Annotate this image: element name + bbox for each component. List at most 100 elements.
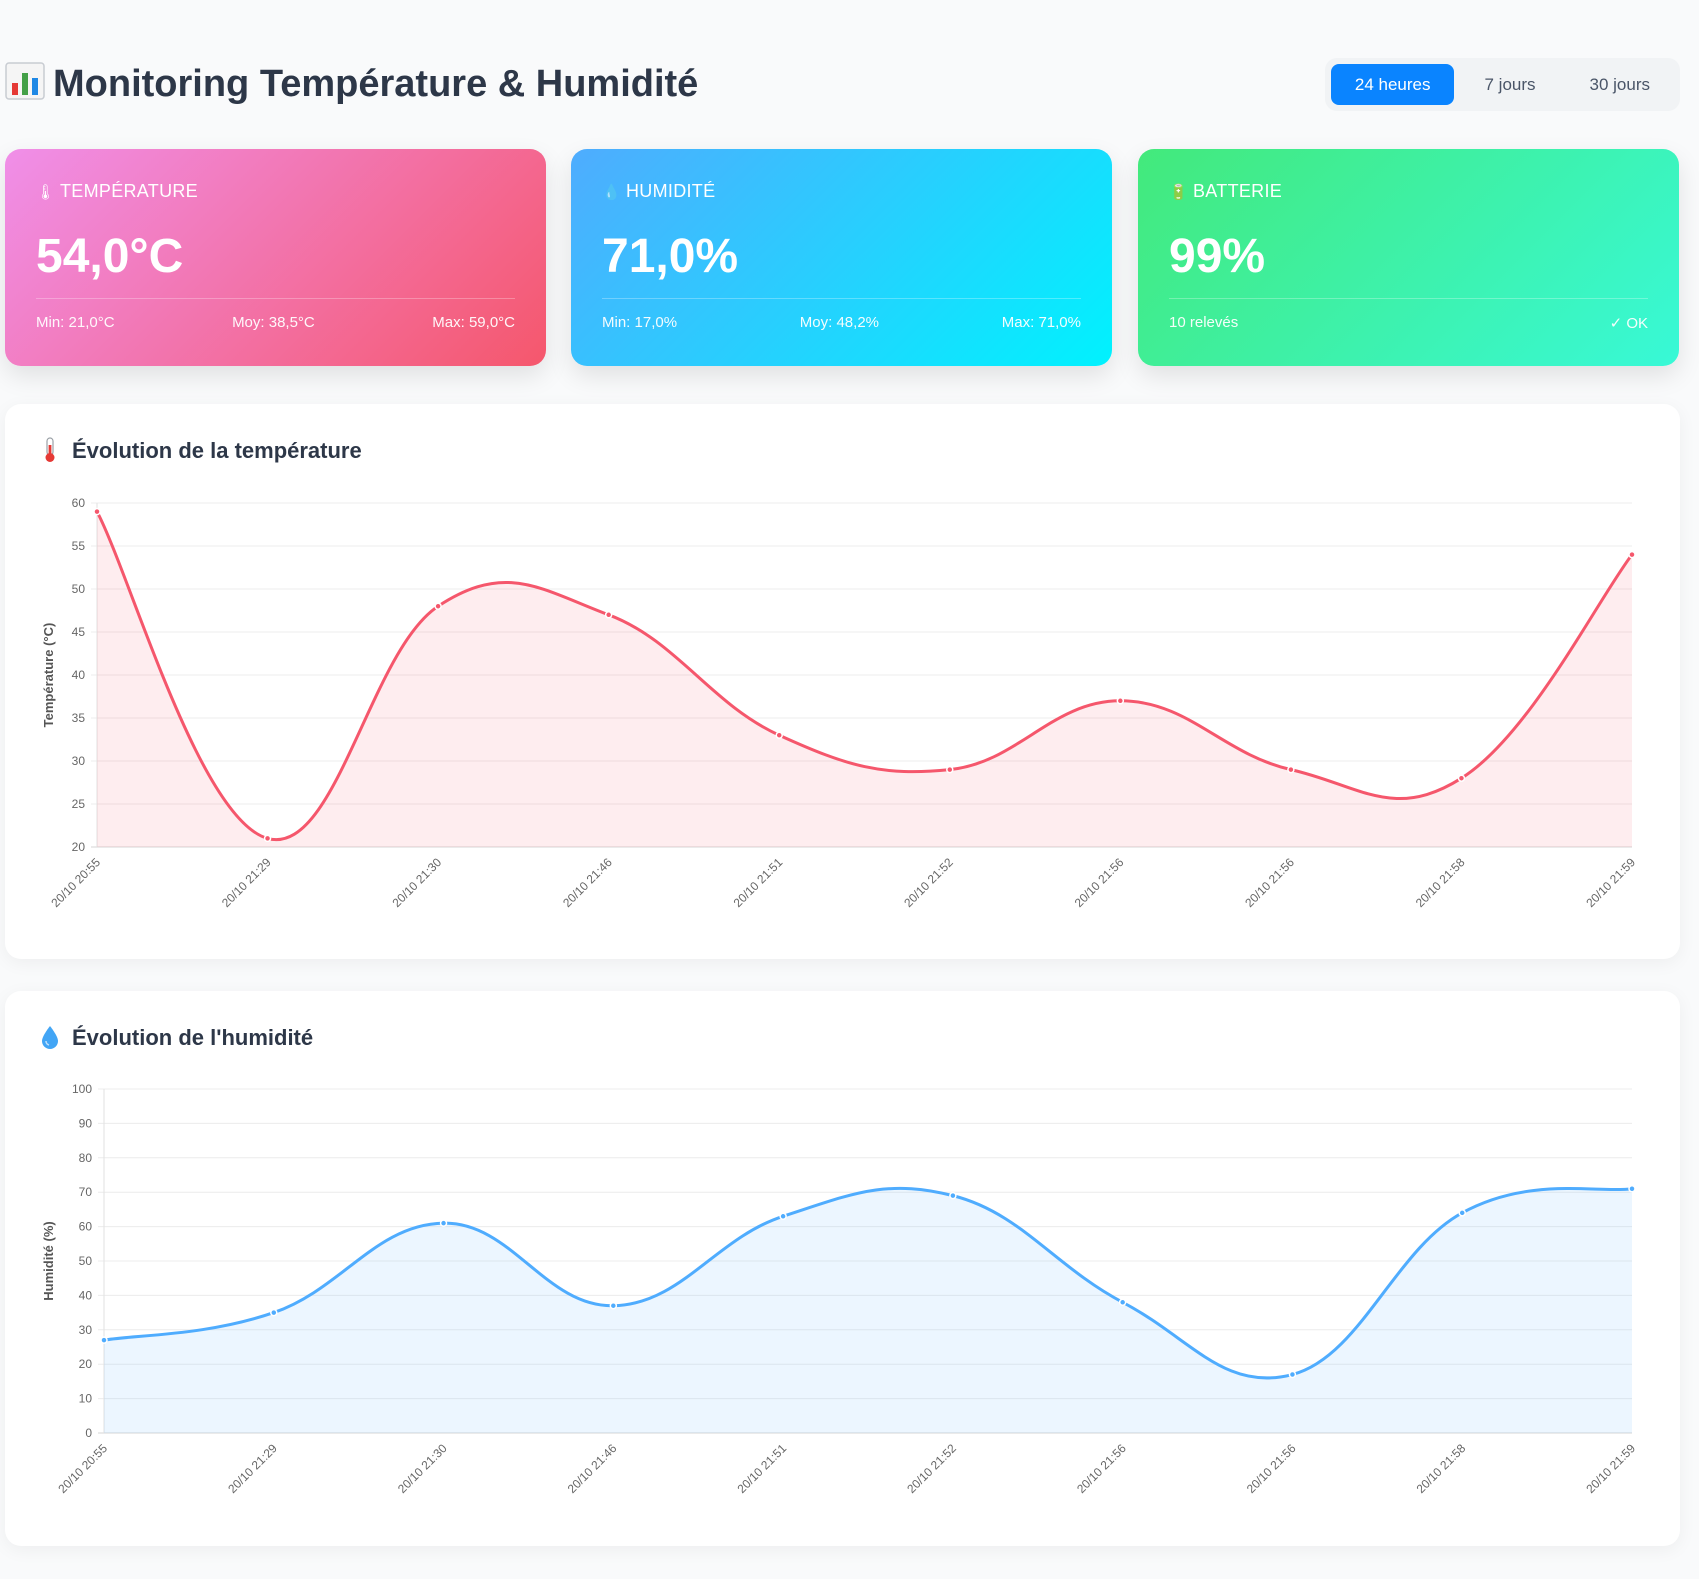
battery-card: 🔋 BATTERIE 99% 10 relevés ✓ OK: [1138, 149, 1679, 366]
temperature-chart-title-text: Évolution de la température: [72, 438, 362, 463]
page-title: Monitoring Température & Humidité: [5, 61, 698, 106]
y-tick-label: 40: [79, 1288, 93, 1302]
y-tick-label: 45: [72, 625, 86, 639]
humidity-max: Max: 71,0%: [1001, 314, 1081, 331]
data-point[interactable]: [779, 1212, 787, 1221]
y-tick-label: 100: [72, 1082, 92, 1096]
temperature-max: Max: 59,0°C: [432, 314, 515, 331]
y-tick-label: 55: [72, 539, 86, 553]
humidity-value: 71,0%: [602, 230, 739, 283]
temperature-card: 🌡 TEMPÉRATURE 54,0°C Min: 21,0°C Moy: 38,…: [5, 149, 546, 366]
y-tick-label: 50: [72, 582, 86, 596]
data-point[interactable]: [93, 507, 101, 516]
y-tick-label: 0: [85, 1426, 92, 1440]
data-point[interactable]: [775, 731, 783, 739]
bar-chart-icon: [5, 62, 45, 100]
x-tick-label: 20/10 21:56: [1074, 1441, 1129, 1496]
thermometer-icon: [45, 437, 55, 462]
range-24h-button[interactable]: 24 heures: [1330, 64, 1455, 105]
x-tick-label: 20/10 21:46: [565, 1441, 620, 1496]
data-point[interactable]: [1288, 1370, 1297, 1379]
temperature-min: Min: 21,0°C: [36, 314, 115, 331]
humidity-min: Min: 17,0%: [602, 314, 678, 331]
x-tick-label: 20/10 21:29: [219, 855, 274, 910]
data-point[interactable]: [1457, 774, 1466, 782]
temperature-card-label: TEMPÉRATURE: [60, 181, 198, 201]
data-point[interactable]: [434, 602, 442, 610]
data-point[interactable]: [270, 1308, 278, 1317]
page-title-text: Monitoring Température & Humidité: [53, 63, 699, 105]
x-tick-label: 20/10 21:51: [734, 1441, 789, 1496]
range-7d-button[interactable]: 7 jours: [1460, 64, 1559, 105]
y-tick-label: 50: [79, 1254, 93, 1268]
data-point[interactable]: [604, 611, 613, 619]
humidity-card-label: HUMIDITÉ: [626, 181, 716, 201]
x-tick-label: 20/10 21:52: [901, 855, 956, 910]
x-tick-label: 20/10 21:29: [225, 1441, 280, 1496]
x-tick-label: 20/10 21:56: [1244, 1441, 1299, 1496]
x-tick-label: 20/10 20:55: [48, 855, 103, 910]
y-tick-label: 60: [72, 496, 86, 510]
x-tick-label: 20/10 21:30: [395, 1441, 450, 1496]
humidity-chart-card: Évolution de l'humidité 0 10 20 30 40 50 60 70 8…: [5, 991, 1680, 1546]
droplet-icon: [42, 1026, 58, 1049]
data-point[interactable]: [263, 834, 272, 843]
data-point[interactable]: [1118, 1298, 1127, 1307]
data-point[interactable]: [1628, 550, 1636, 559]
x-tick-label: 20/10 21:46: [560, 855, 615, 910]
temperature-chart-title: Évolution de la température: [38, 437, 362, 464]
droplet-icon: 💧: [602, 184, 621, 201]
humidity-stats: Min: 17,0% Moy: 48,2% Max: 71,0%: [602, 314, 1081, 331]
data-point[interactable]: [439, 1219, 448, 1227]
humidity-avg: Moy: 48,2%: [799, 314, 880, 331]
data-point[interactable]: [1458, 1209, 1466, 1217]
y-tick-label: 90: [79, 1116, 93, 1130]
temperature-avg: Moy: 38,5°C: [232, 314, 315, 331]
data-point[interactable]: [949, 1191, 957, 1200]
battery-stats: 10 relevés ✓ OK: [1169, 314, 1648, 332]
battery-icon: 🔋: [1169, 184, 1188, 201]
data-point[interactable]: [1628, 1185, 1636, 1193]
grid: [91, 502, 1632, 848]
y-tick-label: 80: [79, 1151, 93, 1165]
reading-count: 10 relevés: [1169, 314, 1239, 331]
battery-card-label: BATTERIE: [1193, 181, 1283, 201]
y-tick-label: 30: [79, 1323, 93, 1337]
series-line: [102, 1186, 1634, 1380]
y-tick-label: 30: [72, 754, 86, 768]
temperature-line-chart: 20 25 30 35 40 45 50 55 60 Température (°C) 20/10 …: [41, 496, 1638, 910]
x-tick-label: 20/10 21:58: [1414, 1441, 1469, 1496]
series-line: [95, 510, 1634, 842]
humidity-chart-title-text: Évolution de l'humidité: [72, 1025, 314, 1050]
data-point[interactable]: [1116, 697, 1125, 705]
temperature-stats: Min: 21,0°C Moy: 38,5°C Max: 59,0°C: [36, 314, 515, 331]
data-point[interactable]: [946, 765, 954, 774]
y-tick-label: 60: [79, 1220, 93, 1234]
y-tick-label: 40: [72, 668, 86, 682]
card-divider: [1169, 298, 1648, 299]
range-30d-button[interactable]: 30 jours: [1566, 64, 1674, 105]
x-tick-label: 20/10 21:59: [1583, 1441, 1638, 1496]
y-tick-label: 20: [79, 1357, 93, 1371]
data-point[interactable]: [1287, 765, 1295, 774]
temperature-value: 54,0°C: [36, 230, 184, 283]
card-divider: [602, 298, 1081, 299]
area-fill: [97, 511, 1632, 847]
thermometer-icon: 🌡: [36, 184, 56, 201]
x-tick-label: 20/10 21:51: [731, 855, 786, 910]
data-point[interactable]: [609, 1301, 618, 1310]
humidity-line-chart: 0 10 20 30 40 50 60 70 80 90 100 Humidité (%) 20/10 …: [41, 1082, 1638, 1496]
battery-status: ✓ OK: [1609, 315, 1648, 332]
x-tick-label: 20/10 21:59: [1583, 855, 1638, 910]
data-point[interactable]: [100, 1336, 108, 1344]
grid: [98, 1088, 1632, 1434]
x-tick-label: 20/10 21:58: [1413, 855, 1468, 910]
y-tick-label: 20: [72, 840, 86, 854]
y-tick-label: 10: [79, 1392, 93, 1406]
y-axis-label: Humidité (%): [41, 1221, 56, 1300]
x-tick-label: 20/10 21:56: [1242, 855, 1297, 910]
area-fill: [104, 1188, 1632, 1433]
y-axis-label: Température (°C): [41, 623, 56, 728]
y-tick-label: 25: [72, 797, 86, 811]
y-tick-label: 35: [72, 711, 86, 725]
